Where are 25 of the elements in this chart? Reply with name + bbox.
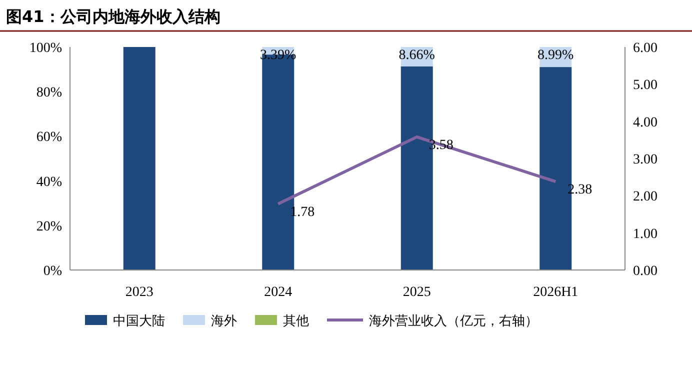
data-label: 8.66% bbox=[398, 48, 436, 63]
y2-tick-label: 6.00 bbox=[633, 41, 658, 56]
y-tick-label: 0% bbox=[43, 264, 62, 279]
x-tick-label: 2023 bbox=[125, 285, 154, 300]
bar bbox=[123, 47, 156, 270]
legend-label: 海外营业收入（亿元，右轴） bbox=[369, 314, 538, 329]
x-tick-label: 2026H1 bbox=[533, 285, 578, 300]
legend-label: 其他 bbox=[283, 314, 309, 329]
x-tick-label: 2024 bbox=[264, 285, 292, 300]
y2-tick-label: 5.00 bbox=[633, 78, 658, 94]
x-tick-label: 2025 bbox=[402, 285, 431, 300]
legend-label: 中国大陆 bbox=[113, 314, 165, 329]
y2-tick-label: 2.00 bbox=[633, 190, 658, 205]
y-tick-label: 100% bbox=[29, 41, 62, 56]
data-label: 8.99% bbox=[538, 48, 574, 63]
chart-title: 图41：公司内地海外收入结构 bbox=[6, 7, 220, 26]
y2-tick-label: 1.00 bbox=[633, 226, 658, 242]
y2-tick-label: 4.00 bbox=[633, 115, 658, 130]
y2-tick-label: 0.00 bbox=[633, 264, 658, 279]
y2-tick-label: 3.00 bbox=[633, 152, 658, 168]
y-tick-label: 40% bbox=[36, 174, 62, 190]
y-tick-label: 80% bbox=[36, 86, 62, 101]
y-tick-label: 60% bbox=[36, 130, 62, 146]
legend-label: 海外 bbox=[211, 314, 237, 329]
y-tick-label: 20% bbox=[36, 219, 62, 234]
